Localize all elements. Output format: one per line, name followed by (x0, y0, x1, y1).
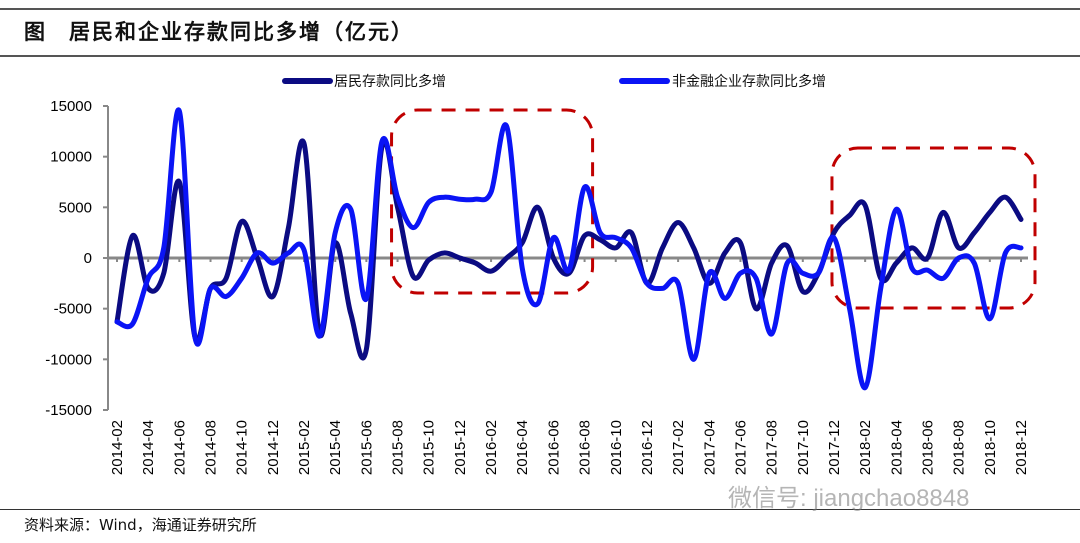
legend-label-household: 居民存款同比多增 (334, 73, 446, 90)
title-rule (0, 55, 1080, 57)
x-tick-label: 2017-06 (732, 420, 749, 475)
x-tick-label: 2016-04 (514, 420, 531, 475)
y-tick-label: 10000 (50, 149, 92, 166)
x-tick-label: 2018-08 (951, 420, 968, 475)
figure-title-text: 居民和企业存款同比多增（亿元） (69, 20, 414, 44)
highlight-box (390, 108, 595, 295)
figure-title: 图居民和企业存款同比多增（亿元） (24, 16, 414, 46)
corporate-series-line (114, 107, 1024, 391)
household-series-line (114, 138, 1024, 361)
bottom-rule (0, 509, 1080, 510)
x-tick-label: 2015-12 (452, 420, 469, 475)
x-tick-label: 2017-04 (701, 420, 718, 475)
x-tick-label: 2018-12 (1013, 420, 1030, 475)
y-tick-label: -15000 (45, 402, 92, 419)
y-tick-label: -5000 (54, 301, 92, 318)
legend: 居民存款同比多增 非金融企业存款同比多增 (282, 73, 826, 90)
x-tick-label: 2016-02 (483, 420, 500, 475)
x-tick-label: 2014-10 (234, 420, 251, 475)
x-tick-label: 2015-08 (390, 420, 407, 475)
x-tick-label: 2018-10 (982, 420, 999, 475)
x-tick-label: 2015-04 (327, 420, 344, 475)
x-tick-label: 2014-12 (265, 420, 282, 475)
source-note: 资料来源：Wind，海通证券研究所 (24, 516, 257, 534)
y-tick-label: 0 (84, 250, 92, 267)
x-tick-label: 2015-06 (358, 420, 375, 475)
x-tick-label: 2016-12 (639, 420, 656, 475)
x-tick-label: 2014-02 (109, 420, 126, 475)
x-tick-label: 2017-08 (764, 420, 781, 475)
x-tick-label: 2018-02 (857, 420, 874, 475)
x-tick-label: 2014-06 (171, 420, 188, 475)
x-tick-label: 2017-02 (670, 420, 687, 475)
x-tick-label: 2014-04 (140, 420, 157, 475)
x-tick-label: 2016-06 (545, 420, 562, 475)
x-tick-label: 2015-02 (296, 420, 313, 475)
x-tick-label: 2016-10 (608, 420, 625, 475)
x-tick-label: 2018-06 (919, 420, 936, 475)
y-tick-label: -10000 (45, 351, 92, 368)
y-tick-label: 15000 (50, 98, 92, 115)
x-tick-label: 2014-08 (203, 420, 220, 475)
highlight-box (830, 146, 1037, 310)
x-tick-label: 2017-12 (826, 420, 843, 475)
x-tick-label: 2016-08 (577, 420, 594, 475)
x-tick-label: 2018-04 (888, 420, 905, 475)
watermark: 微信号: jiangchao8848 (728, 485, 970, 512)
top-rule (0, 8, 1080, 10)
x-tick-label: 2015-10 (421, 420, 438, 475)
legend-label-corporate: 非金融企业存款同比多增 (672, 73, 826, 90)
figure-label: 图 (24, 20, 47, 44)
x-tick-label: 2017-10 (795, 420, 812, 475)
y-tick-label: 5000 (59, 199, 92, 216)
